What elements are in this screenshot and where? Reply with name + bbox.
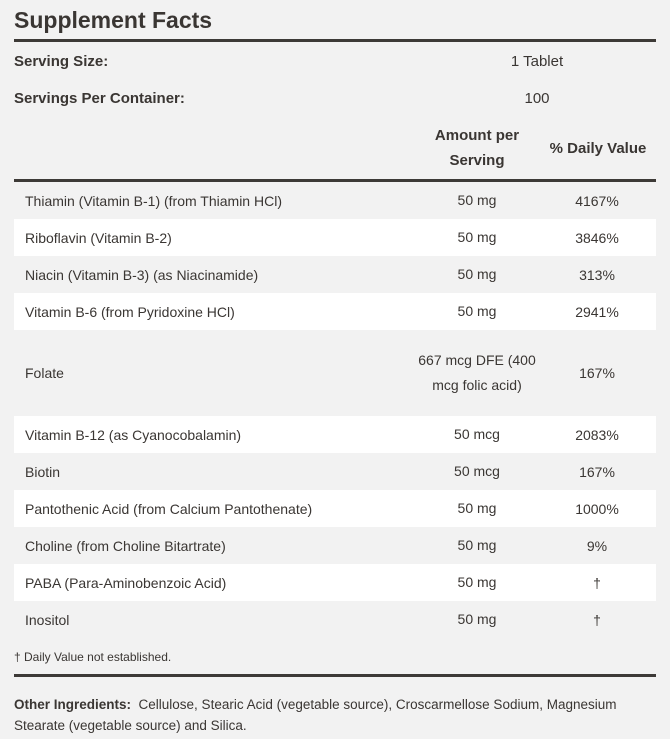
table-row: Niacin (Vitamin B-3) (as Niacinamide) 50 … [14, 256, 656, 293]
table-row: Vitamin B-6 (from Pyridoxine HCl) 50 mg 29… [14, 293, 656, 330]
table-row: Vitamin B-12 (as Cyanocobalamin) 50 mcg 20… [14, 416, 656, 453]
nutrient-name: Thiamin (Vitamin B-1) (from Thiamin HCl) [25, 192, 282, 209]
other-ingredients-text: Cellulose, Stearic Acid (vegetable sourc… [14, 697, 617, 733]
nutrient-amount: 50 mcg [454, 426, 500, 442]
nutrient-name: Niacin (Vitamin B-3) (as Niacinamide) [25, 266, 259, 283]
other-ingredients-label: Other Ingredients: [14, 697, 132, 712]
nutrient-amount: 50 mg [457, 266, 497, 282]
title-divider [14, 39, 656, 42]
servings-per-container-value: 100 [524, 90, 550, 107]
nutrient-name: Folate [25, 365, 64, 381]
nutrient-name: Choline (from Choline Bitartrate) [25, 537, 226, 554]
nutrient-name: PABA (Para-Aminobenzoic Acid) [25, 574, 227, 591]
nutrient-daily-value: 3846% [575, 229, 619, 246]
nutrient-amount: 50 mg [457, 303, 497, 319]
nutrient-amount: 50 mg [457, 229, 497, 245]
header-divider [14, 179, 656, 182]
footnote: † Daily Value not established. [14, 650, 172, 664]
table-row: Biotin 50 mcg 167% [14, 453, 656, 490]
nutrient-name: Riboflavin (Vitamin B-2) [25, 229, 172, 246]
nutrient-daily-value: 2083% [575, 426, 619, 443]
nutrient-amount: 50 mg [457, 500, 497, 516]
nutrient-amount: 50 mg [457, 611, 497, 627]
nutrient-amount: 50 mg [457, 574, 497, 590]
nutrient-daily-value: 167% [579, 463, 615, 480]
table-row: Pantothenic Acid (from Calcium Pantothen… [14, 490, 656, 527]
nutrient-daily-value: 167% [579, 365, 615, 381]
table-row: Folate 667 mcg DFE (400 mcg folic acid) 16… [14, 330, 656, 416]
table-row: Riboflavin (Vitamin B-2) 50 mg 3846% [14, 219, 656, 256]
daily-value-header: % Daily Value [549, 140, 647, 157]
table-row: PABA (Para-Aminobenzoic Acid) 50 mg † [14, 564, 656, 601]
table-row: Inositol 50 mg † [14, 601, 656, 638]
footer-divider [14, 674, 656, 677]
nutrient-daily-value: 2941% [575, 303, 619, 320]
nutrient-daily-value: 9% [586, 537, 608, 554]
other-ingredients: Other Ingredients: Cellulose, Stearic Ac… [14, 694, 659, 736]
servings-per-container-label: Servings Per Container: [14, 90, 185, 107]
nutrient-name: Vitamin B-6 (from Pyridoxine HCl) [25, 303, 235, 320]
serving-size-value: 1 Tablet [510, 53, 564, 70]
nutrient-amount: 50 mcg [454, 463, 500, 479]
nutrient-daily-value: 1000% [575, 500, 619, 517]
nutrient-amount: 50 mg [457, 192, 497, 208]
nutrient-amount: 667 mcg DFE (400 mcg folic acid) [418, 352, 536, 393]
table-row: Thiamin (Vitamin B-1) (from Thiamin HCl)… [14, 182, 656, 219]
nutrient-name: Vitamin B-12 (as Cyanocobalamin) [25, 426, 242, 443]
serving-size-label: Serving Size: [14, 53, 109, 70]
amount-header: Amount per Serving [434, 127, 520, 169]
nutrient-amount: 50 mg [457, 537, 497, 553]
nutrient-daily-value: 4167% [575, 192, 619, 209]
nutrient-name: Biotin [25, 463, 61, 480]
nutrient-name: Inositol [25, 611, 70, 628]
panel-title: Supplement Facts [14, 7, 213, 33]
nutrient-daily-value: 313% [579, 266, 615, 283]
nutrient-daily-value: † [593, 574, 601, 591]
table-row: Choline (from Choline Bitartrate) 50 mg 9% [14, 527, 656, 564]
nutrient-name: Pantothenic Acid (from Calcium Pantothen… [25, 500, 313, 517]
nutrient-daily-value: † [593, 611, 601, 628]
